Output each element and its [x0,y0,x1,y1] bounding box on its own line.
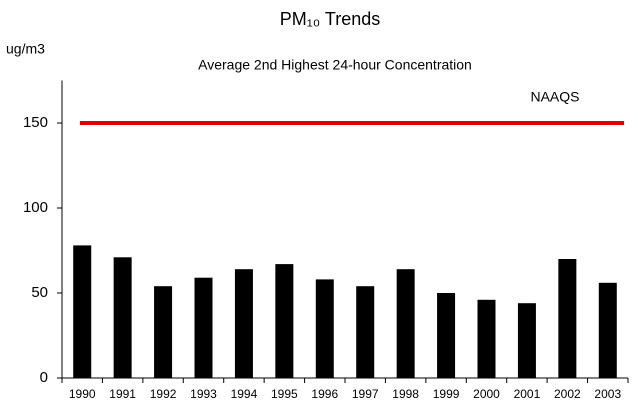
x-tick-label: 1992 [150,387,177,401]
x-tick-label: 2003 [594,387,621,401]
bar [234,269,253,378]
x-tick-label: 1994 [231,387,258,401]
bar [356,286,375,378]
y-tick-label: 100 [23,199,48,216]
bar [517,303,536,378]
x-tick-label: 2002 [554,387,581,401]
bar [113,257,132,378]
bar [73,245,92,378]
bar [275,264,294,378]
x-tick-label: 1999 [433,387,460,401]
chart-title: PM₁₀ Trends [280,9,381,29]
bar [477,299,496,378]
x-tick-label: 1996 [311,387,338,401]
bar [558,259,577,378]
bar [194,277,213,378]
x-tick-label: 1995 [271,387,298,401]
bar [437,293,456,378]
bar [154,286,173,378]
x-tick-label: 1997 [352,387,379,401]
y-axis-label: ug/m3 [6,41,45,57]
chart-subtitle: Average 2nd Highest 24-hour Concentratio… [198,57,472,73]
x-tick-label: 1993 [190,387,217,401]
x-tick-label: 2000 [473,387,500,401]
x-tick-label: 1991 [109,387,136,401]
x-tick-label: 1998 [392,387,419,401]
reference-label: NAAQS [530,89,579,105]
y-tick-label: 50 [31,284,48,301]
x-tick-label: 2001 [514,387,541,401]
bar [396,269,415,378]
y-tick-label: 150 [23,114,48,131]
x-tick-label: 1990 [69,387,96,401]
bar [315,279,334,378]
y-tick-label: 0 [40,369,48,386]
bar [598,282,617,378]
